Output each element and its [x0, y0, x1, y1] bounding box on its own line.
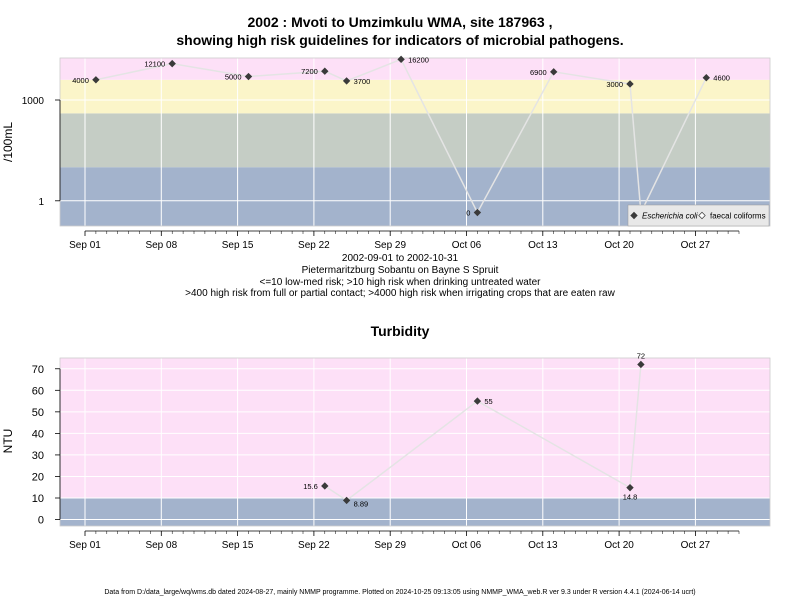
ecoli-data-label: 12100 [144, 60, 165, 69]
turbidity-title: Turbidity [370, 323, 430, 339]
x-tick-label: Oct 13 [528, 240, 558, 251]
ecoli-data-point [397, 55, 405, 64]
ecoli-data-label: 3700 [354, 77, 371, 86]
ecoli-data-point [92, 76, 100, 84]
x-tick-label: Sep 15 [222, 540, 254, 551]
caption-line-drinking-risk: <=10 low-med risk; >10 high risk when dr… [259, 277, 541, 288]
chart-title-line-1: 2002 : Mvoti to Umzimkulu WMA, site 1879… [247, 14, 553, 30]
legend-label-faecal-coliforms: faecal coliforms [710, 212, 766, 221]
x-tick-label: Oct 20 [604, 540, 634, 551]
turbidity-data-point [321, 482, 329, 490]
legend-label-ecoli: Escherichia coli [642, 212, 698, 221]
caption-line-date-range: 2002-09-01 to 2002-10-31 [341, 253, 459, 264]
x-tick-label: Oct 06 [452, 540, 482, 551]
ecoli-data-point [244, 72, 253, 81]
turbidity-data-label: 72 [637, 351, 645, 360]
caption-line-site: Pietermaritzburg Sobantu on Bayne S Spru… [301, 265, 499, 276]
x-tick-label: Sep 08 [145, 240, 177, 251]
turbidity-data-label: 14.8 [623, 493, 638, 502]
ecoli-data-point [168, 59, 176, 68]
turbidity-data-label: 8.89 [354, 499, 369, 508]
ecoli-chart: 1 1000 Sep 01 Sep 08 Sep 15 Sep 22 Sep 29 Oct 0… [22, 55, 771, 251]
y-tick-label: 0 [38, 515, 44, 527]
y-tick-label: 1 [38, 197, 44, 208]
turbidity-data-point [626, 483, 634, 492]
x-tick-label: Oct 06 [452, 240, 482, 251]
y-tick-label: 50 [32, 407, 44, 419]
x-tick-label: Oct 27 [681, 540, 711, 551]
x-tick-label: Oct 27 [681, 240, 711, 251]
ecoli-data-point [702, 74, 710, 82]
x-tick-label: Sep 01 [69, 540, 101, 551]
x-tick-label: Sep 08 [145, 540, 177, 551]
x-tick-label: Sep 15 [222, 240, 254, 251]
turbidity-data-point [637, 360, 645, 369]
y-tick-label: 10 [32, 493, 44, 505]
x-tick-label: Sep 22 [298, 540, 330, 551]
y-tick-label: 20 [32, 471, 44, 483]
ecoli-data-label: 4000 [72, 76, 89, 85]
ecoli-data-point [321, 67, 329, 75]
x-tick-label: Sep 01 [69, 240, 101, 251]
ecoli-data-label: 4600 [713, 74, 730, 83]
ecoli-data-label: 6900 [530, 68, 547, 77]
caption-line-contact-risk: >400 high risk from full or partial cont… [185, 288, 615, 299]
x-tick-label: Oct 20 [604, 240, 634, 251]
y-tick-label: 70 [32, 364, 44, 376]
ecoli-data-point [626, 80, 634, 88]
y-tick-label: 1000 [22, 96, 45, 107]
y-tick-label: 60 [32, 385, 44, 397]
risk-band-1 [60, 113, 770, 168]
ecoli-data-point [550, 68, 558, 76]
turbidity-band-0 [60, 498, 770, 526]
x-tick-label: Sep 29 [374, 540, 406, 551]
turbidity-data-point [342, 496, 351, 505]
turbidity-data-point [473, 397, 482, 405]
turbidity-chart: 0 10 20 30 40 50 60 70 Sep 01 Sep 08 Sep 15 Sep 22 S… [32, 351, 771, 551]
y-tick-label: 30 [32, 450, 44, 462]
chart-title-line-2: showing high risk guidelines for indicat… [176, 32, 624, 48]
x-tick-label: Sep 29 [374, 240, 406, 251]
x-tick-label: Oct 13 [528, 540, 558, 551]
ecoli-data-point [473, 208, 482, 217]
ecoli-data-label: 5000 [225, 73, 242, 82]
turbidity-data-label: 55 [484, 397, 492, 406]
ecoli-data-label: 3000 [606, 80, 623, 89]
legend-faecal-coliforms-marker [698, 211, 706, 220]
y-tick-label: 40 [32, 428, 44, 440]
x-tick-label: Sep 22 [298, 240, 330, 251]
footer-note: Data from D:/data_large/wq/wms.db dated … [104, 589, 696, 596]
ecoli-data-point [342, 77, 351, 85]
ecoli-data-label: 16200 [408, 55, 429, 64]
legend-ecoli-marker [630, 211, 638, 220]
risk-band-2 [60, 79, 770, 114]
ecoli-data-label: 7200 [301, 67, 318, 76]
turbidity-data-label: 15.6 [303, 482, 318, 491]
ecoli-data-label: 0 [466, 209, 470, 218]
turbidity-band-1 [60, 358, 770, 498]
